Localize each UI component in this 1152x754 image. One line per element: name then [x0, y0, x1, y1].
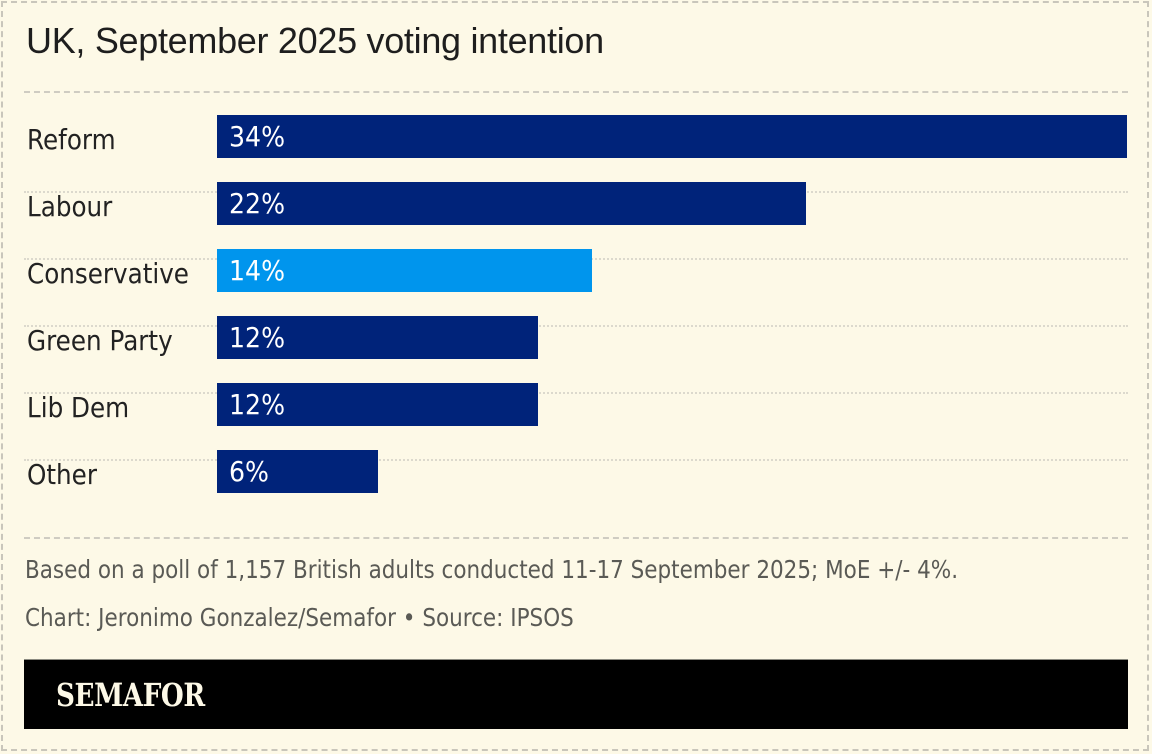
- bar-row: Other 6%: [24, 450, 1128, 516]
- bar: 12%: [217, 316, 539, 359]
- category-label: Reform: [27, 123, 116, 156]
- row-separator: [24, 325, 1128, 327]
- bar-row: Conservative 14%: [24, 249, 1128, 327]
- bar: 14%: [217, 249, 592, 292]
- value-label: 6%: [229, 455, 269, 488]
- value-label: 12%: [229, 388, 286, 421]
- bar: 22%: [217, 182, 806, 225]
- row-separator: [24, 392, 1128, 394]
- value-label: 14%: [229, 254, 286, 287]
- bar: 34%: [217, 115, 1127, 158]
- footer-divider: [24, 537, 1128, 539]
- category-label: Lib Dem: [27, 391, 130, 424]
- chart-credit: Chart: Jeronimo Gonzalez/Semafor • Sourc…: [25, 603, 574, 632]
- bar-row: Labour 22%: [24, 182, 1128, 260]
- bar: 12%: [217, 383, 539, 426]
- semafor-logo: SEMAFOR: [56, 676, 205, 714]
- category-label: Labour: [27, 190, 113, 223]
- category-label: Conservative: [27, 257, 189, 290]
- chart-note: Based on a poll of 1,157 British adults …: [25, 555, 959, 584]
- category-label: Other: [27, 458, 97, 491]
- chart-title: UK, September 2025 voting intention: [26, 20, 604, 61]
- brand-footer: SEMAFOR: [24, 659, 1128, 729]
- bar-row: Green Party 12%: [24, 316, 1128, 394]
- category-label: Green Party: [27, 324, 173, 357]
- bar-row: Reform 34%: [24, 115, 1128, 193]
- row-separator: [24, 459, 1128, 461]
- value-label: 34%: [229, 120, 286, 153]
- bar: 6%: [217, 450, 378, 493]
- bar-row: Lib Dem 12%: [24, 383, 1128, 461]
- value-label: 22%: [229, 187, 286, 220]
- value-label: 12%: [229, 321, 286, 354]
- title-divider: [24, 91, 1128, 93]
